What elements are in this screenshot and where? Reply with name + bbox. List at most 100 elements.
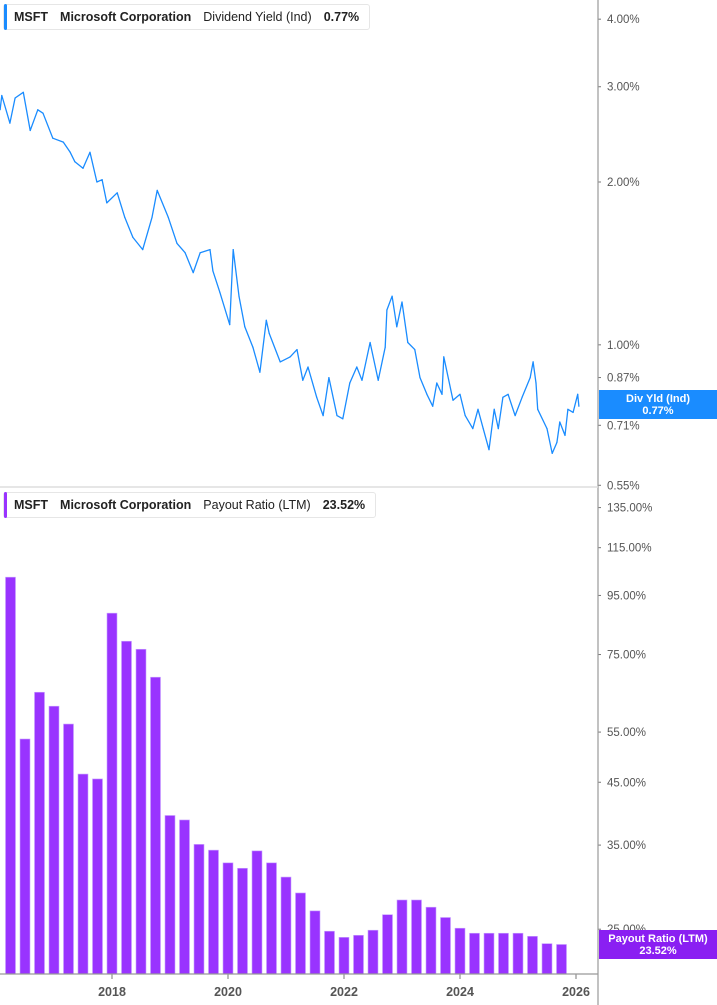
payout-bar: [222, 862, 234, 975]
yield-point: [244, 326, 246, 328]
yield-point: [577, 393, 579, 395]
payout-bar: [440, 917, 451, 975]
yield-point: [29, 129, 31, 132]
payout-bar: [353, 934, 364, 975]
legend-metric: Dividend Yield (Ind): [203, 10, 312, 24]
payout-bar: [324, 930, 335, 975]
yield-point: [167, 216, 169, 219]
yield-point: [521, 396, 523, 398]
payout-bar: [396, 899, 408, 975]
yield-point: [74, 161, 76, 163]
yield-point: [259, 371, 261, 373]
payout-bar: [179, 819, 190, 975]
series-color-swatch: [4, 4, 7, 30]
yield-point: [296, 348, 298, 351]
badge-value: 0.77%: [642, 405, 674, 417]
yield-point: [432, 405, 434, 407]
y-tick-label: 45.00%: [607, 777, 646, 789]
yield-point: [265, 319, 267, 321]
yield-point: [502, 396, 504, 398]
yield-point: [546, 428, 548, 430]
yield-point: [361, 379, 363, 381]
yield-point: [328, 376, 330, 379]
payout-bar: [309, 910, 321, 975]
yield-point: [96, 181, 98, 183]
payout-bar: [527, 936, 538, 975]
legend-metric: Payout Ratio (LTM): [203, 498, 311, 512]
legend-value: 23.52%: [322, 498, 366, 512]
yield-point: [106, 202, 108, 204]
yield-point: [572, 411, 574, 414]
yield-point: [176, 242, 178, 245]
yield-point: [101, 179, 103, 181]
yield-point: [532, 361, 534, 363]
yield-point: [156, 189, 158, 191]
payout-bar: [338, 937, 350, 975]
yield-point: [493, 408, 495, 410]
yield-point: [184, 252, 186, 254]
payout-bar: [266, 862, 277, 975]
x-tick-label: 2020: [214, 985, 242, 999]
payout-bar: [208, 849, 219, 975]
payout-bar: [237, 867, 248, 975]
payout-bar: [34, 691, 45, 975]
x-tick-label: 2022: [330, 985, 358, 999]
payout-bar: [63, 723, 74, 975]
top-legend: MSFT Microsoft Corporation Dividend Yiel…: [3, 4, 371, 30]
yield-point: [124, 216, 126, 219]
yield-point: [37, 109, 39, 111]
yield-point: [151, 216, 153, 219]
yield-point: [401, 301, 403, 303]
yield-point: [477, 408, 479, 410]
payout-bar: [121, 640, 132, 975]
yield-point: [69, 151, 71, 153]
payout-bar: [92, 778, 103, 975]
yield-point: [22, 91, 24, 93]
yield-point: [342, 418, 344, 420]
payout-bar: [512, 932, 524, 975]
y-tick-label: 55.00%: [607, 727, 646, 739]
yield-point: [426, 393, 428, 395]
top-panel: 4.00% 3.00% 2.00% 1.00% 0.87% 0.71% 0.55%: [0, 14, 640, 492]
payout-bar: [251, 850, 263, 975]
payout-bar: [498, 932, 509, 975]
yield-point: [559, 421, 561, 423]
payout-bar: [135, 648, 147, 975]
yield-point: [252, 346, 254, 348]
yield-point: [529, 376, 531, 379]
payout-bar: [106, 612, 118, 975]
legend-value: 0.77%: [323, 10, 360, 24]
yield-point: [537, 408, 539, 410]
legend-company: Microsoft Corporation: [60, 498, 192, 512]
payout-bar: [382, 914, 393, 975]
yield-point: [488, 449, 490, 451]
yield-last-value-badge: Div Yld (Ind) 0.77%: [599, 390, 717, 419]
y-tick-label: 4.00%: [607, 14, 640, 26]
yield-point: [229, 323, 231, 326]
yield-point: [52, 137, 54, 139]
yield-point: [349, 382, 351, 384]
yield-point: [307, 366, 309, 368]
yield-point: [209, 248, 211, 251]
yield-point: [289, 356, 291, 358]
bottom-panel: 135.00% 115.00% 95.00% 75.00% 55.00% 45.00% 35…: [5, 503, 652, 999]
payout-bar: [411, 899, 422, 975]
yield-point: [391, 295, 393, 297]
y-tick-label: 0.87%: [607, 373, 640, 385]
yield-point: [369, 341, 371, 344]
payout-bar: [469, 932, 480, 975]
yield-point: [567, 408, 569, 410]
payout-bar: [425, 906, 437, 975]
yield-point: [564, 434, 566, 437]
yield-point: [89, 151, 91, 153]
yield-point: [232, 248, 234, 251]
y-tick-label: 0.71%: [607, 420, 640, 432]
y-tick-label: 135.00%: [607, 503, 652, 515]
yield-point: [459, 393, 461, 395]
y-tick-label: 3.00%: [607, 82, 640, 94]
yield-point: [407, 341, 409, 344]
yield-point: [116, 192, 118, 194]
yield-point: [472, 428, 474, 430]
y-tick-label: 75.00%: [607, 650, 646, 662]
